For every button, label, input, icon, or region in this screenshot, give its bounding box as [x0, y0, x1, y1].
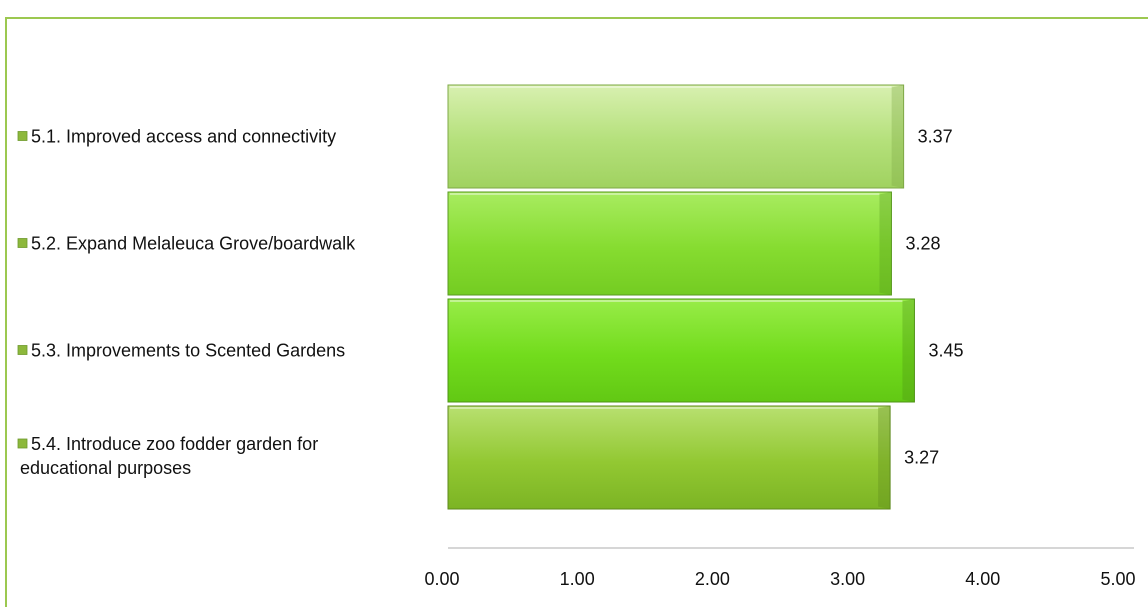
x-tick-label-6: 5.00 — [1100, 569, 1135, 589]
x-tick-label-3: 2.00 — [695, 569, 730, 589]
bar-side-4 — [878, 406, 891, 509]
bar-3 — [447, 298, 915, 403]
bar-side-1 — [891, 85, 904, 188]
x-tick-label-1: 0.00 — [424, 569, 459, 589]
chart-frame — [5, 17, 1148, 607]
value-label-4: 3.27 — [904, 448, 939, 468]
legend-marker-2 — [17, 238, 28, 248]
x-tick-label-2: 1.00 — [560, 569, 595, 589]
x-axis: 0.00 1.00 2.00 3.00 4.00 5.00 — [424, 547, 1136, 589]
category-label-2: 5.2. Expand Melaleuca Grove/boardwalk — [31, 234, 356, 254]
value-labels: 3.37 3.28 3.45 3.27 — [904, 127, 963, 468]
bar-2 — [447, 191, 892, 296]
value-label-3: 3.45 — [928, 341, 963, 361]
bars-layer — [447, 84, 915, 510]
legend-marker-4 — [17, 438, 28, 449]
x-tick-label-4: 3.00 — [830, 569, 865, 589]
category-labels: 5.1. Improved access and connectivity 5.2… — [17, 127, 356, 478]
category-label-4-line-2: educational purposes — [20, 458, 191, 478]
value-label-1: 3.37 — [918, 127, 953, 147]
bar-4 — [447, 405, 891, 510]
legend-marker-3 — [17, 345, 28, 355]
category-label-4-line-1: 5.4. Introduce zoo fodder garden for — [31, 434, 318, 454]
bar-side-2 — [879, 192, 892, 295]
bar-side-3 — [902, 299, 915, 402]
x-tick-label-5: 4.00 — [965, 569, 1000, 589]
category-label-3: 5.3. Improvements to Scented Gardens — [31, 341, 345, 361]
legend-marker-1 — [17, 131, 28, 141]
value-label-2: 3.28 — [905, 234, 940, 254]
bar-1 — [447, 84, 905, 189]
category-label-1: 5.1. Improved access and connectivity — [31, 127, 336, 147]
